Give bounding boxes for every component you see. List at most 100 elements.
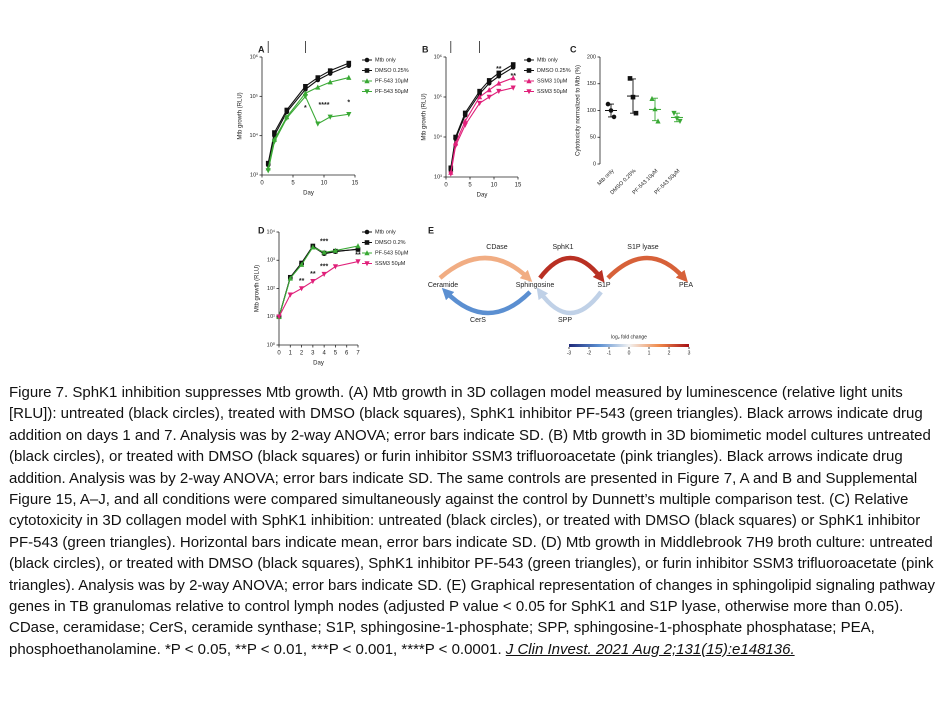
series-line [278,246,359,317]
citation-link[interactable]: J Clin Invest. 2021 Aug 2;131(15):e14813… [505,640,795,658]
data-point [284,107,290,113]
data-point [448,171,454,177]
y-tick-label: 10⁵ [434,93,442,100]
data-point [310,278,316,285]
pathway-arrow [536,287,603,316]
legend-marker [526,78,532,84]
y-tick-label: 10⁰ [267,341,276,348]
x-tick-label: 3 [311,351,315,357]
significance: ** [310,271,316,278]
data-point [272,130,277,135]
x-tick-label: 5 [291,181,295,187]
legend-marker [364,240,370,245]
legend-marker [364,68,370,73]
data-point [327,79,333,85]
y-tick-label: 10³ [250,172,258,178]
node-label: Sphingosine [516,282,555,289]
legend-marker [526,68,532,73]
y-axis-label: Mtb growth (RLU) [422,93,428,140]
y-axis-label: Mtb growth (RLU) [255,265,261,312]
data-point [477,88,482,94]
data-point [284,115,290,121]
data-point [271,139,277,145]
legend-marker [526,89,532,95]
enzyme-label: CerS [470,317,486,324]
legend-label: Mtb only [375,57,396,63]
colorbar-title: log₂ fold change [611,334,647,340]
y-tick-label: 10⁴ [267,228,276,235]
data-point [627,76,633,81]
x-tick-label: 7 [356,351,360,357]
caption: Figure 7. SphK1 inhibition suppresses Mt… [9,382,937,660]
data-point [510,85,516,91]
pathway-arrow [441,287,532,316]
legend-marker [364,89,370,95]
data-point [605,101,611,107]
data-point [486,78,492,83]
data-point [453,134,458,140]
data-point [346,60,352,66]
data-point [298,286,305,292]
data-point [355,247,361,252]
data-point [671,110,677,116]
data-point [674,116,680,122]
x-tick-label: 15 [352,181,359,187]
legend-label: DMSO 0.25% [375,68,409,74]
data-point [315,84,321,90]
data-point [652,106,658,112]
series-line [267,62,350,164]
significance: *** [320,263,328,270]
data-point [462,122,468,128]
x-tick-label: 0 [260,181,264,187]
colorbar-tick-label: 1 [648,350,651,356]
y-axis-label: Mtb growth (RLU) [238,92,244,139]
pathway-arrow [538,255,605,283]
panel-letter: D [258,225,265,235]
significance: * [347,99,350,106]
series-line [278,245,359,317]
legend-label: Mtb only [375,229,396,235]
legend-label: PF-543 50μM [375,89,409,95]
y-tick-label: 10⁶ [250,53,258,60]
series-line [278,245,359,317]
x-tick-label: 10 [321,181,328,187]
x-tick-label: 10 [491,183,498,189]
data-point [265,168,271,174]
legend-label: SSM3 50μM [537,89,568,95]
series-line [450,66,514,171]
data-point [310,244,316,250]
data-point [510,75,516,81]
node-label: S1P [597,282,611,289]
data-point [486,94,492,100]
x-axis-label: Day [313,361,324,367]
panel-letter: C [570,44,577,54]
legend-marker [364,229,370,235]
enzyme-label: SPP [558,317,572,324]
y-tick-label: 10¹ [267,314,275,320]
y-tick-label: 10³ [267,258,275,264]
colorbar-tick-label: -2 [587,350,592,356]
x-tick-label: 0 [444,183,448,189]
data-point [496,88,502,94]
data-point [611,114,617,120]
x-tick-label: 4 [322,351,326,357]
colorbar-tick-label: -3 [567,350,572,356]
data-point [265,160,271,166]
y-tick-label: 10⁶ [434,53,442,60]
y-tick-label: 10⁴ [250,132,259,139]
legend-label: Mtb only [537,57,558,63]
series-line [450,64,514,168]
data-point [448,165,454,171]
legend-label: DMSO 0.2% [375,240,406,246]
legend-marker [364,78,370,84]
significance: *** [320,239,328,246]
y-tick-label: 10² [267,286,275,292]
x-tick-label: Mtb only [596,168,615,187]
y-tick-label: 200 [587,54,596,60]
x-tick-label: 0 [277,351,281,357]
pathway-arrow [438,255,533,283]
colorbar-tick-label: 3 [688,350,691,356]
data-point [477,100,483,106]
significance: ** [299,278,305,285]
significance: **** [319,102,330,109]
